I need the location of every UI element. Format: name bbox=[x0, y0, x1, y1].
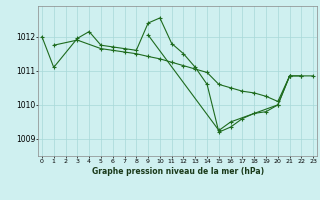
X-axis label: Graphe pression niveau de la mer (hPa): Graphe pression niveau de la mer (hPa) bbox=[92, 167, 264, 176]
